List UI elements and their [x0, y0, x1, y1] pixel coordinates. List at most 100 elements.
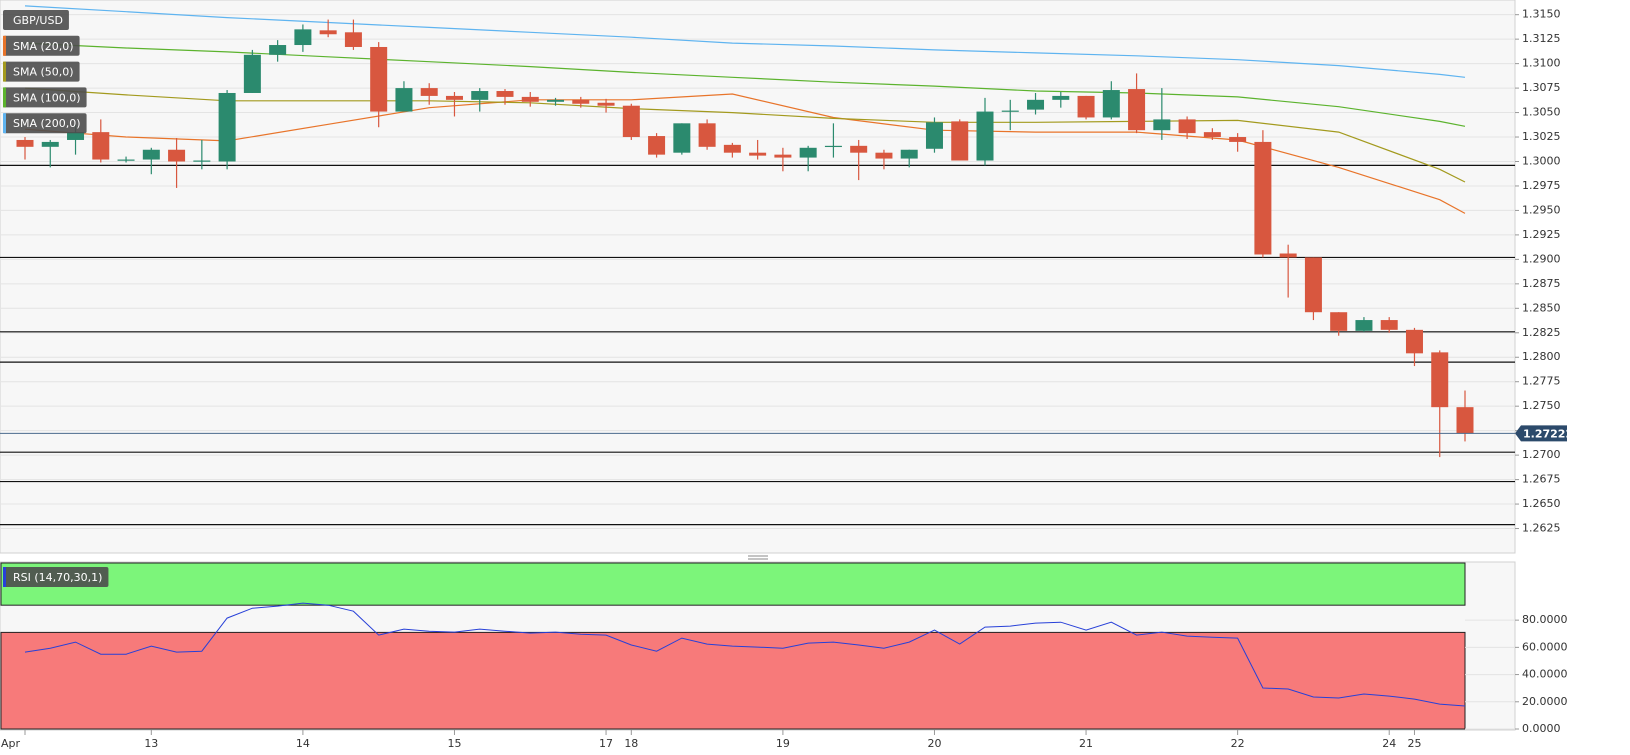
candle-body [41, 141, 59, 147]
y-tick-label: 1.3050 [1522, 106, 1561, 119]
candle-body [1153, 119, 1171, 131]
candle-body [1254, 141, 1272, 255]
sma-line [24, 93, 1466, 214]
x-tick-label: 13 [144, 737, 158, 750]
candle-body [698, 123, 716, 147]
rsi-band [0, 631, 1466, 730]
y-tick-label: 1.2900 [1522, 252, 1561, 265]
candle-body [395, 88, 413, 112]
y-tick-label: 1.2650 [1522, 497, 1561, 510]
last-price-tag [1515, 425, 1567, 442]
candle-body [243, 54, 261, 93]
legend-item: SMA (200,0) [3, 113, 87, 134]
candle-body [193, 160, 211, 162]
legend-label: SMA (200,0) [13, 117, 81, 130]
candle-body [168, 149, 186, 162]
candle-body [850, 145, 868, 153]
candle-body [1380, 320, 1398, 330]
x-tick-label: 21 [1079, 737, 1093, 750]
last-price-label: 1.27222 [1523, 427, 1573, 440]
candle-body [294, 29, 312, 46]
candle-body [1001, 110, 1019, 112]
x-tick-label: 22 [1231, 737, 1245, 750]
sma-line [24, 87, 1466, 183]
y-tick-label: 1.2775 [1522, 375, 1561, 388]
sma-line [24, 5, 1466, 78]
x-tick-label: 18 [624, 737, 638, 750]
legend-box [3, 10, 69, 30]
candle-body [445, 95, 463, 100]
x-tick-label: 24 [1382, 737, 1396, 750]
x-tick-label: 14 [296, 737, 310, 750]
candle-body [547, 99, 565, 102]
y-tick-label: 1.2675 [1522, 473, 1561, 486]
y-tick-label: 1.3000 [1522, 154, 1561, 167]
candle-body [648, 136, 666, 155]
candle-body [319, 30, 337, 35]
x-tick-label: 25 [1407, 737, 1421, 750]
legend-swatch [3, 61, 6, 82]
candle-body [117, 159, 135, 161]
legend-box [3, 87, 87, 108]
legend-item: GBP/USD [3, 10, 69, 30]
candle-body [925, 122, 943, 149]
candle-body [1102, 90, 1120, 118]
candle-body [1128, 89, 1146, 131]
candle-body [521, 96, 539, 102]
candle-body [1330, 312, 1348, 331]
candle-body [1456, 407, 1474, 434]
candle-body [1178, 119, 1196, 134]
candle-body [1304, 257, 1322, 313]
legend-swatch [3, 87, 6, 108]
y-tick-label: 1.2850 [1522, 301, 1561, 314]
legend-label: GBP/USD [13, 14, 63, 27]
candle-body [67, 132, 85, 140]
legend-item: SMA (50,0) [3, 61, 80, 82]
candle-body [749, 152, 767, 156]
x-tick-label: 15 [447, 737, 461, 750]
x-tick-label: 17 [599, 737, 613, 750]
y-tick-label: 1.2800 [1522, 350, 1561, 363]
legend-box [3, 567, 109, 587]
y-tick-label: 1.3125 [1522, 32, 1561, 45]
candle-body [1052, 95, 1070, 100]
candle-body [875, 152, 893, 159]
legend-item: SMA (20,0) [3, 35, 80, 56]
candle-body [1203, 132, 1221, 138]
y-tick-label: 1.2875 [1522, 277, 1561, 290]
x-tick-label: 20 [927, 737, 941, 750]
y-tick-label: 1.2700 [1522, 448, 1561, 461]
candle-body [1077, 95, 1095, 118]
candle-body [723, 144, 741, 153]
y-tick-label: 1.2925 [1522, 228, 1561, 241]
candle-body [471, 91, 489, 100]
candle-body [16, 139, 34, 147]
candle-body [673, 123, 691, 153]
x-tick-label: Apr [1, 737, 21, 750]
y-tick-label: 1.3025 [1522, 130, 1561, 143]
legend-label: SMA (20,0) [13, 40, 74, 53]
candle-body [269, 45, 287, 55]
legend-label: SMA (100,0) [13, 91, 81, 104]
legend-item: RSI (14,70,30,1) [3, 567, 109, 587]
legend-label: RSI (14,70,30,1) [13, 571, 102, 584]
candle-body [420, 88, 438, 96]
y-tick-label: 1.3150 [1522, 8, 1561, 21]
candle-body [1027, 99, 1045, 110]
candle-body [976, 111, 994, 161]
candle-body [496, 91, 514, 97]
legend-swatch [3, 113, 6, 134]
candle-body [572, 99, 590, 104]
y-tick-label: 0.0000 [1522, 722, 1561, 735]
candle-body [824, 145, 842, 148]
rsi-line [24, 602, 1466, 707]
rsi-band [0, 562, 1466, 606]
candle-body [142, 149, 160, 160]
y-tick-label: 60.0000 [1522, 640, 1568, 653]
legend-swatch [3, 567, 6, 587]
legend-label: SMA (50,0) [13, 66, 74, 79]
legend-box [3, 61, 80, 82]
y-tick-label: 1.2975 [1522, 179, 1561, 192]
